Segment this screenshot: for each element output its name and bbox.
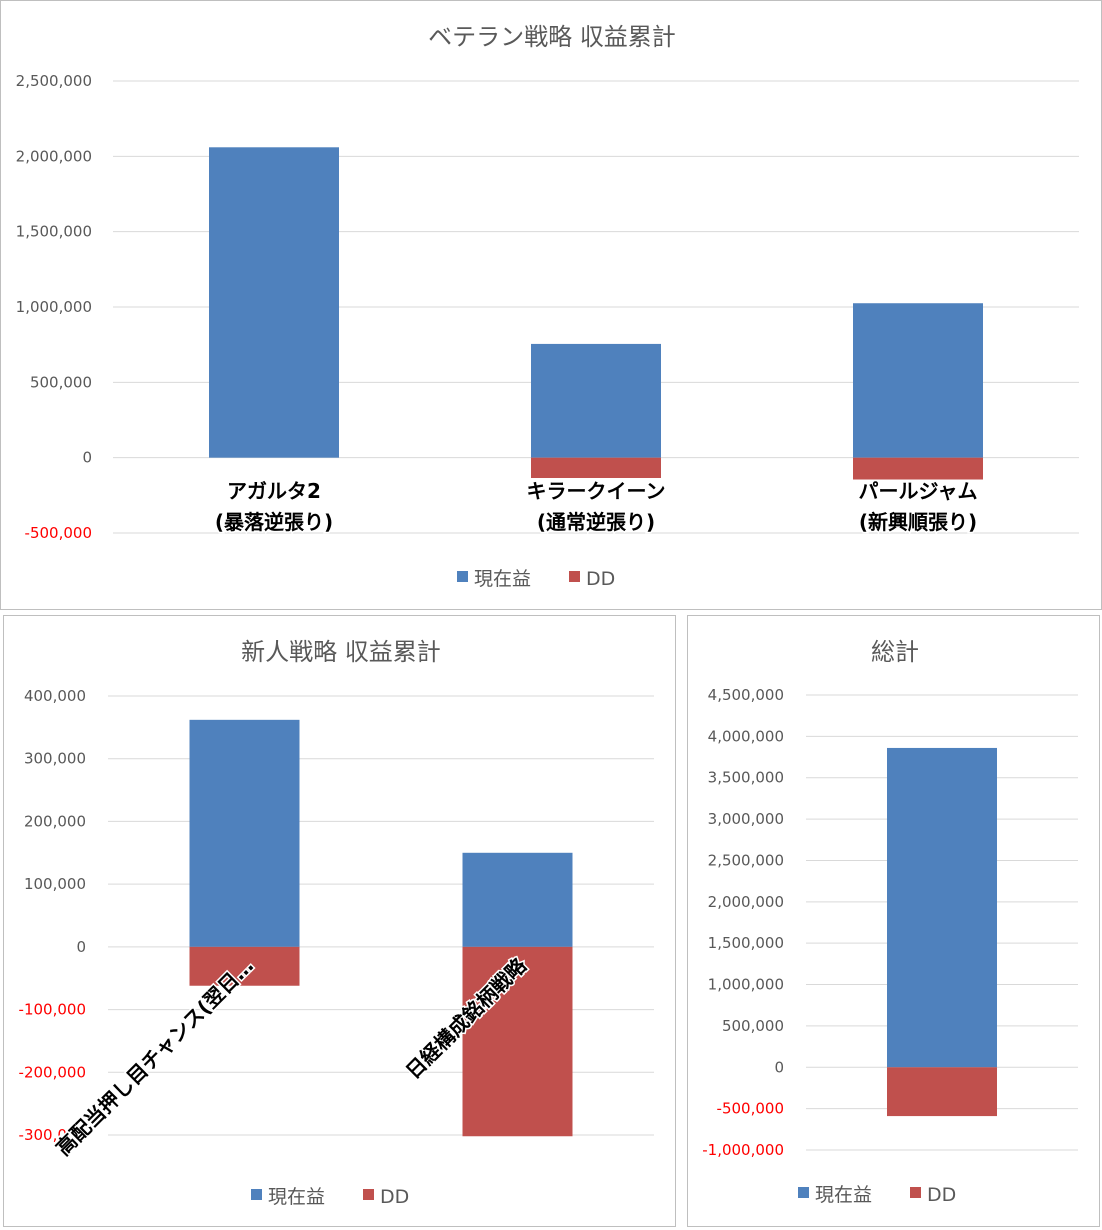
total-y-tick-label: 3,000,000 bbox=[708, 810, 784, 828]
veteran-y-tick-label: 500,000 bbox=[30, 373, 92, 391]
legend-swatch-profit bbox=[798, 1187, 809, 1198]
legend-swatch-dd bbox=[363, 1189, 374, 1200]
veteran-legend: 現在益 DD bbox=[457, 568, 615, 590]
veteran-category-label: アガルタ2 bbox=[227, 479, 321, 503]
veteran-bar-profit-1 bbox=[209, 147, 339, 458]
newcomer-bar-profit-1 bbox=[189, 719, 300, 947]
total-bar-dd-1 bbox=[887, 1067, 997, 1117]
legend-label-profit: 現在益 bbox=[474, 568, 531, 590]
legend-label-dd: DD bbox=[380, 1186, 409, 1208]
total-chart-title: 総計 bbox=[871, 638, 919, 666]
newcomer-legend: 現在益 DD bbox=[251, 1186, 409, 1208]
total-chart: 総計 -1,000,000 -500,000 0 500,000 1,000,000 1,5… bbox=[702, 638, 1078, 1206]
total-y-tick-label: 1,000,000 bbox=[708, 976, 784, 994]
newcomer-y-tick-label: 300,000 bbox=[24, 750, 86, 768]
veteran-y-tick-label: 1,500,000 bbox=[16, 223, 92, 241]
total-bar-profit-1 bbox=[887, 747, 997, 1068]
veteran-chart-panel: ベテラン戦略 収益累計 -500,000 0 500,000 1,000,000 1,50… bbox=[0, 0, 1102, 610]
veteran-category-label: (暴落逆張り) bbox=[215, 510, 333, 534]
legend-swatch-profit bbox=[457, 571, 468, 582]
veteran-y-tick-label: 2,500,000 bbox=[16, 72, 92, 90]
legend-swatch-dd bbox=[569, 571, 580, 582]
veteran-bar-dd-2 bbox=[531, 457, 661, 479]
veteran-bar-dd-3 bbox=[853, 457, 983, 480]
legend-swatch-dd bbox=[910, 1187, 921, 1198]
newcomer-chart-title: 新人戦略 収益累計 bbox=[241, 638, 441, 666]
newcomer-bar-dd-1 bbox=[189, 946, 300, 986]
newcomer-y-tick-label: 200,000 bbox=[24, 812, 86, 830]
newcomer-y-tick-label: 0 bbox=[76, 938, 86, 956]
total-y-tick-label: 2,000,000 bbox=[708, 893, 784, 911]
newcomer-bar-dd-2 bbox=[462, 946, 573, 1137]
veteran-y-tick-label: -500,000 bbox=[25, 524, 92, 542]
newcomer-chart: 新人戦略 収益累計 -300,000 -200,000 -100,000 0 100,00… bbox=[19, 638, 654, 1208]
veteran-chart: ベテラン戦略 収益累計 -500,000 0 500,000 1,000,000 1,50… bbox=[16, 23, 1079, 590]
veteran-category-label: (新興順張り) bbox=[859, 510, 977, 534]
veteran-bar-profit-2 bbox=[531, 343, 661, 458]
total-legend: 現在益 DD bbox=[798, 1184, 956, 1206]
legend-swatch-profit bbox=[251, 1189, 262, 1200]
veteran-chart-title: ベテラン戦略 収益累計 bbox=[428, 23, 676, 51]
total-y-tick-label: 4,500,000 bbox=[708, 686, 784, 704]
legend-label-profit: 現在益 bbox=[268, 1186, 325, 1208]
total-y-tick-label: -1,000,000 bbox=[702, 1141, 784, 1159]
legend-label-dd: DD bbox=[927, 1184, 956, 1206]
total-y-tick-label: 2,500,000 bbox=[708, 851, 784, 869]
veteran-y-tick-label: 0 bbox=[82, 449, 92, 467]
legend-label-profit: 現在益 bbox=[815, 1184, 872, 1206]
newcomer-y-tick-label: -200,000 bbox=[19, 1063, 86, 1081]
total-y-tick-label: 0 bbox=[774, 1058, 784, 1076]
veteran-bar-profit-3 bbox=[853, 303, 983, 458]
newcomer-category-label: 高配当押し目チャンス(翌日… bbox=[51, 953, 258, 1160]
total-y-tick-label: 3,500,000 bbox=[708, 769, 784, 787]
total-y-tick-label: 1,500,000 bbox=[708, 934, 784, 952]
veteran-category-label: キラークイーン bbox=[527, 479, 666, 503]
veteran-category-label: (通常逆張り) bbox=[537, 510, 655, 534]
newcomer-y-tick-label: 100,000 bbox=[24, 875, 86, 893]
newcomer-bar-profit-2 bbox=[462, 852, 573, 947]
veteran-category-label: パールジャム bbox=[859, 479, 978, 503]
newcomer-chart-panel: 新人戦略 収益累計 -300,000 -200,000 -100,000 0 100,00… bbox=[3, 615, 676, 1227]
total-y-tick-label: -500,000 bbox=[717, 1100, 784, 1118]
newcomer-y-tick-label: -300,000 bbox=[19, 1126, 86, 1144]
legend-label-dd: DD bbox=[586, 568, 615, 590]
newcomer-y-tick-label: 400,000 bbox=[24, 687, 86, 705]
total-chart-panel: 総計 -1,000,000 -500,000 0 500,000 1,000,000 1,5… bbox=[687, 615, 1100, 1227]
total-y-tick-label: 4,000,000 bbox=[708, 727, 784, 745]
newcomer-y-tick-label: -100,000 bbox=[19, 1001, 86, 1019]
veteran-y-tick-label: 2,000,000 bbox=[16, 147, 92, 165]
veteran-y-tick-label: 1,000,000 bbox=[16, 298, 92, 316]
total-y-tick-label: 500,000 bbox=[722, 1017, 784, 1035]
